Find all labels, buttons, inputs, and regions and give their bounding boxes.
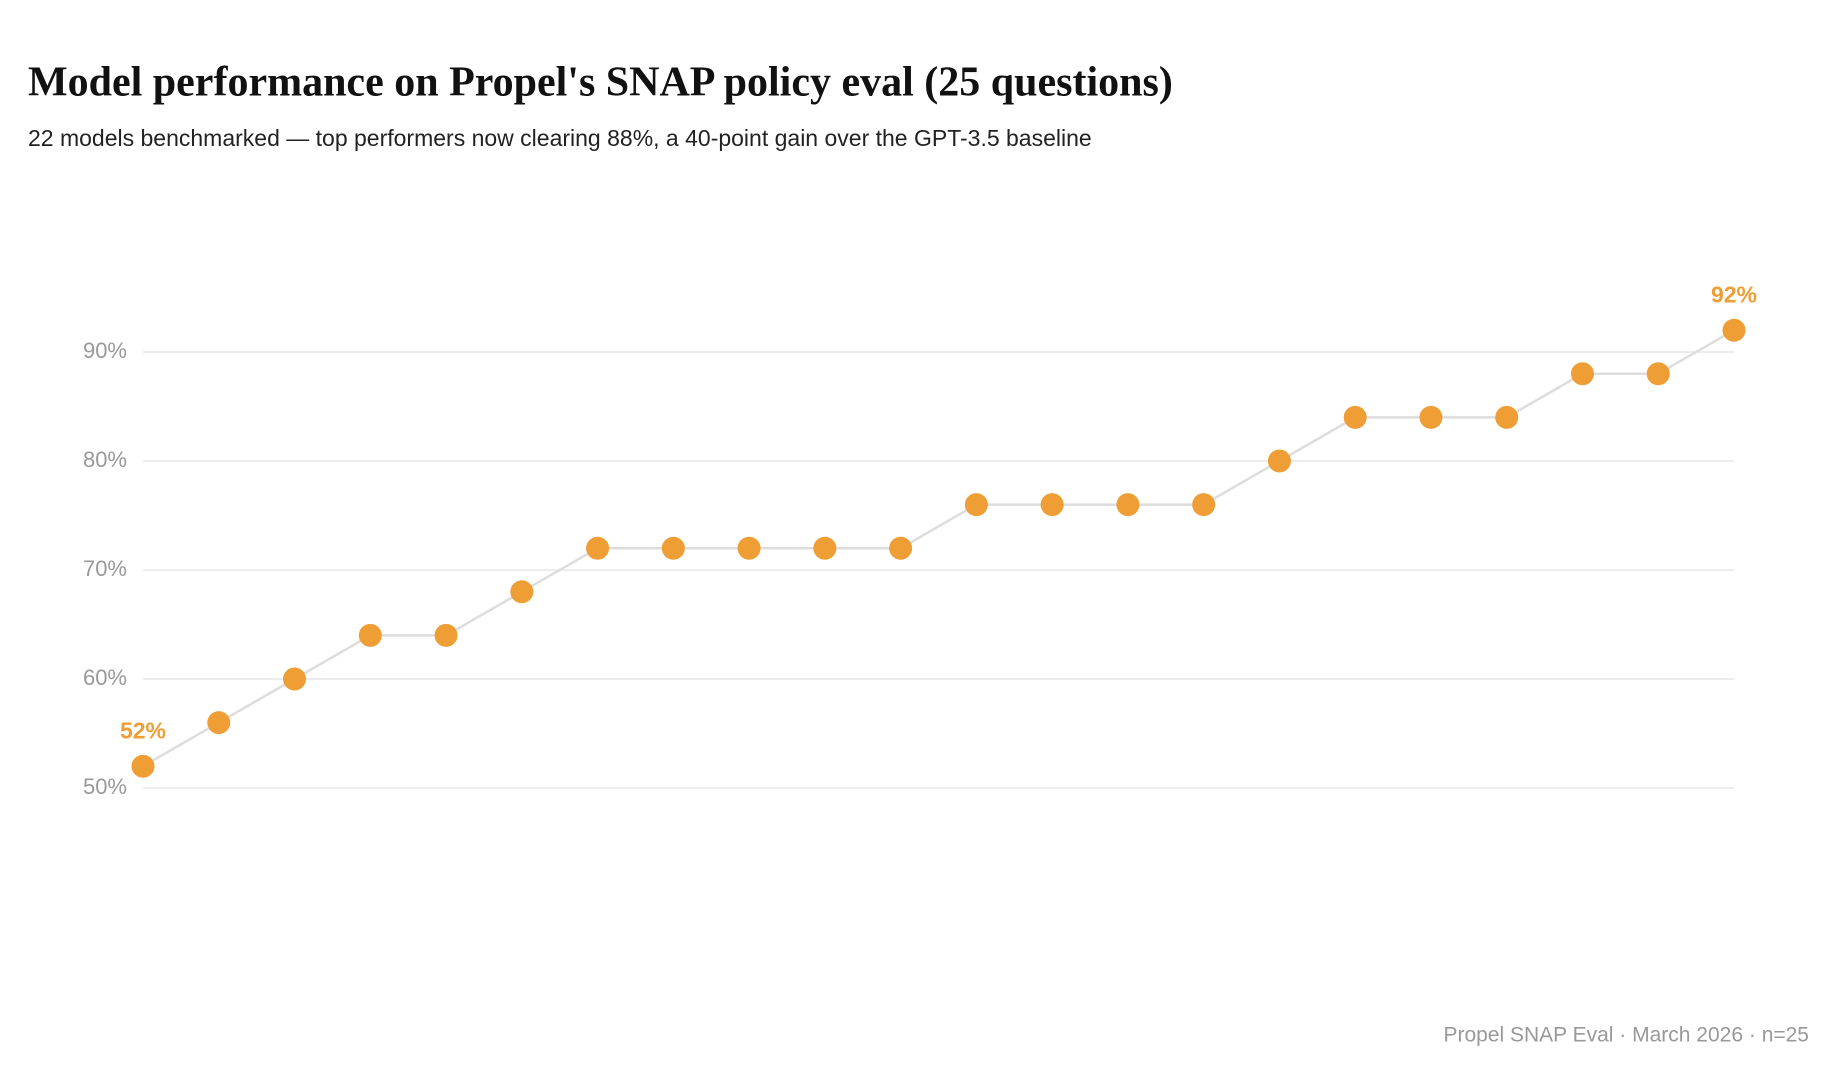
y-tick-label: 90%	[83, 338, 127, 363]
data-point	[1419, 405, 1443, 429]
data-point	[434, 623, 458, 647]
y-tick-label: 70%	[83, 556, 127, 581]
data-point	[661, 536, 685, 560]
data-point	[1192, 493, 1216, 517]
line	[142, 329, 1735, 768]
chart-title: Model performance on Propel's SNAP polic…	[28, 60, 1173, 106]
data-point	[1343, 405, 1367, 429]
data-point	[131, 754, 155, 778]
data-point	[207, 711, 231, 735]
source-note: Propel SNAP Eval · March 2026 · n=25	[1443, 1024, 1809, 1047]
data-point	[1722, 318, 1746, 342]
data-point	[586, 536, 610, 560]
y-tick-label: 80%	[83, 447, 127, 472]
data-point	[1495, 405, 1519, 429]
data-point	[283, 667, 307, 691]
data-point	[1570, 362, 1594, 386]
data-point	[358, 623, 382, 647]
chart-subtitle: 22 models benchmarked — top performers n…	[28, 125, 1092, 151]
data-point	[1040, 493, 1064, 517]
y-tick-label: 60%	[83, 665, 127, 690]
data-point	[1646, 362, 1670, 386]
data-point	[1116, 493, 1140, 517]
data-point	[510, 580, 534, 604]
data-label: 52%	[120, 717, 166, 743]
data-point	[737, 536, 761, 560]
data-label: 92%	[1711, 281, 1757, 307]
data-point	[1267, 449, 1291, 473]
data-point	[889, 536, 913, 560]
data-point	[813, 536, 837, 560]
data-point	[964, 493, 988, 517]
y-tick-label: 50%	[83, 774, 127, 799]
